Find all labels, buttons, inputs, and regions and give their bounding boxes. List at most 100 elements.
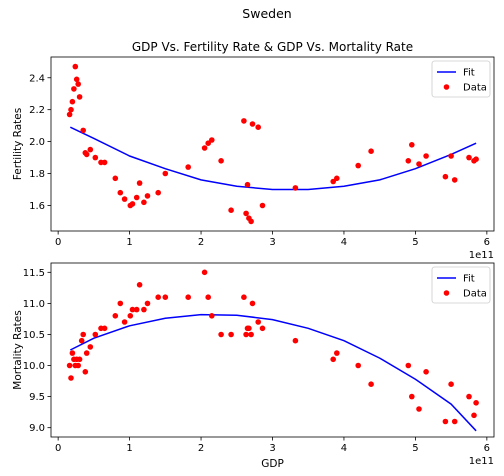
data-point [209,313,215,319]
data-point [248,331,254,338]
y-axis-label: Mortality Rates [12,310,24,389]
data-point [409,142,415,148]
fertility-chart: GDP Vs. Fertility Rate & GDP Vs. Mortali… [12,40,495,261]
data-point [101,159,108,166]
data-point [69,350,76,356]
data-point [442,173,449,180]
data-point [416,161,422,167]
legend-data-swatch [443,84,450,90]
data-point [101,325,108,332]
x-tick-label: 0 [55,443,61,454]
x-tick-label: 3 [269,237,275,248]
x-tick-label: 2 [198,443,204,454]
data-point [218,158,224,164]
data-point [442,418,449,425]
fit-line [69,126,477,191]
data-point [141,199,147,206]
legend-label: Fit [463,274,475,285]
x-tick-label: 1 [126,237,132,248]
data-point [466,393,472,400]
data-point [423,153,429,159]
data-point [71,86,77,92]
data-point [368,381,374,388]
x-tick-label: 5 [412,443,418,454]
data-point [209,137,215,143]
data-point [355,362,362,369]
data-point [473,400,479,406]
data-point [87,344,94,350]
data-point [66,362,73,369]
data-point [76,94,83,100]
data-point [92,331,99,338]
data-point [244,181,251,188]
data-point [448,381,454,388]
data-point [249,300,256,307]
data-point [92,154,99,161]
data-point [259,325,266,332]
data-point [423,369,429,375]
data-point [82,369,89,375]
data-point [83,350,90,356]
legend-label: Fit [463,68,475,79]
x-tick-label: 6 [484,443,490,454]
fit-line [69,313,477,432]
data-point [69,98,76,105]
data-point [334,175,340,182]
data-point [121,319,128,325]
data-point [155,294,161,301]
x-offset-label: 1e11 [469,250,494,261]
data-point [162,170,169,177]
data-point [83,151,90,158]
data-point [129,201,136,207]
data-point [368,148,374,154]
data-point [334,350,340,356]
axes-frame [50,56,495,232]
axes-frame [50,262,495,438]
data-point [112,175,119,182]
x-tick-label: 3 [269,443,275,454]
legend-label: Data [463,83,487,94]
data-point [241,294,247,301]
x-tick-label: 4 [341,237,347,248]
x-tick-label: 5 [412,237,418,248]
data-point [246,325,252,332]
x-tick-label: 2 [198,237,204,248]
data-point [136,180,143,186]
data-point [228,331,234,338]
data-point [127,313,134,319]
y-tick-label: 11.5 [23,268,45,279]
x-tick-label: 0 [55,237,61,248]
data-point [255,319,261,325]
data-point [87,146,94,153]
data-point [405,158,412,164]
data-point [162,294,169,301]
data-point [466,154,472,161]
data-point [292,337,299,344]
data-point [155,189,161,196]
data-point [80,127,86,134]
y-tick-label: 2.4 [29,73,45,84]
data-point [416,406,422,412]
legend-data-swatch [443,290,450,296]
data-point [201,145,208,151]
data-point [78,337,85,344]
x-tick-label: 4 [341,443,347,454]
data-point [409,393,415,400]
data-point [68,375,74,381]
data-point [75,362,81,369]
data-point [117,300,124,307]
y-tick-label: 11.0 [23,299,45,310]
data-point [205,294,211,301]
x-tick-label: 6 [484,237,490,248]
x-offset-label: 1e11 [469,456,494,467]
data-point [471,412,477,419]
data-point [136,282,143,288]
data-point [144,300,151,307]
x-tick-label: 1 [126,443,132,454]
y-tick-label: 1.8 [29,169,45,180]
data-point [255,124,261,130]
data-point [248,218,254,225]
data-point [205,140,211,146]
data-point [259,202,266,209]
data-point [473,156,479,162]
